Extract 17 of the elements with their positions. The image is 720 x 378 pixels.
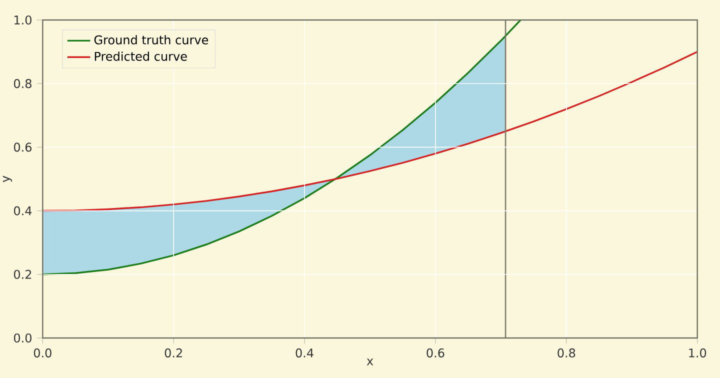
y-tick-label: 0.0 <box>14 333 32 343</box>
x-tick-label: 0.8 <box>558 348 576 358</box>
legend-label: Predicted curve <box>94 52 187 61</box>
y-tick-label: 0.4 <box>14 206 32 216</box>
y-tick-label: 1.0 <box>14 15 32 25</box>
y-tick-label: 0.2 <box>14 270 32 279</box>
y-tick-label: 0.6 <box>14 142 32 152</box>
line-series <box>42 50 698 212</box>
y-axis-title: y <box>2 176 12 182</box>
y-tick-label: 0.8 <box>14 79 32 88</box>
x-tick-label: 0.6 <box>426 348 444 358</box>
x-tick-label: 0.2 <box>164 348 182 358</box>
x-axis-title: x <box>366 358 374 366</box>
x-tick-label: 0.0 <box>34 348 52 358</box>
x-tick-label: 1.0 <box>689 348 706 358</box>
x-tick-label: 0.4 <box>296 348 314 358</box>
legend-label: Ground truth curve <box>94 35 208 44</box>
